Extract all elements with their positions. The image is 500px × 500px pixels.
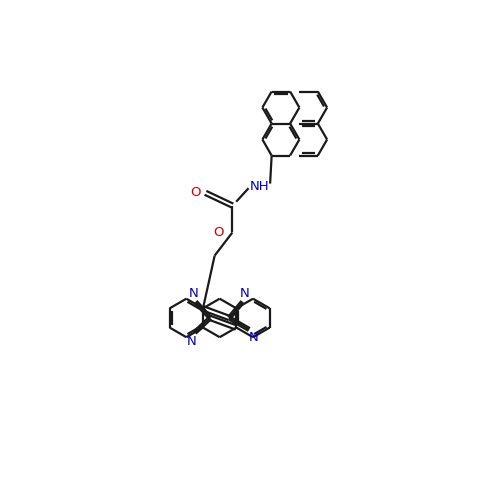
Text: O: O [190,186,200,198]
Text: N: N [249,330,258,344]
Text: N: N [188,287,198,300]
Text: N: N [240,287,250,300]
Text: N: N [187,334,196,347]
Text: O: O [214,226,224,239]
Text: NH: NH [250,180,269,193]
